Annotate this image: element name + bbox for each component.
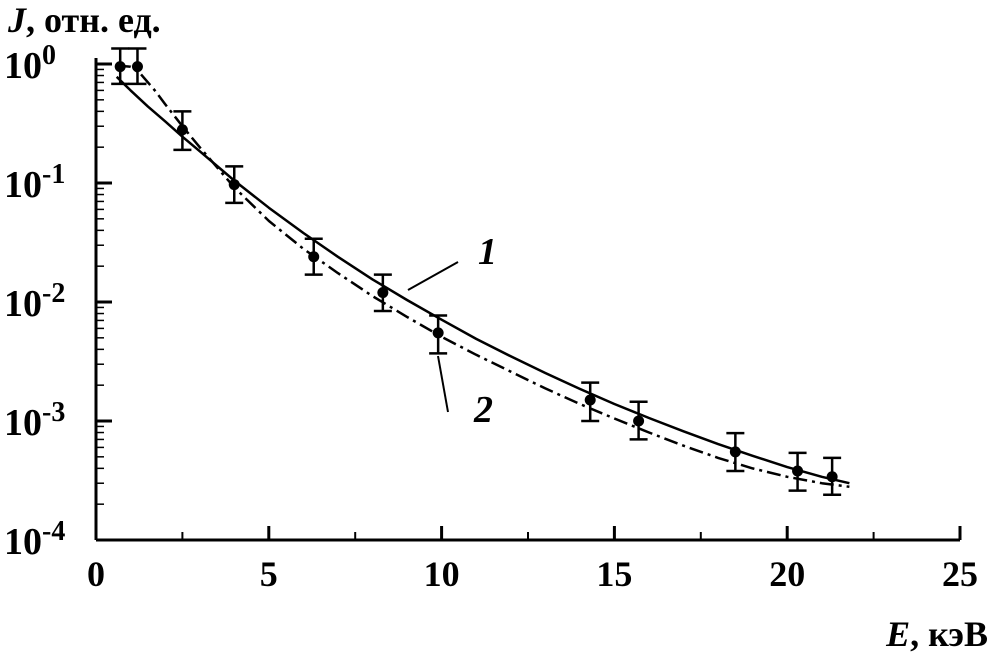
data-point — [377, 287, 389, 299]
x-axis-title: E, кэВ — [885, 614, 988, 654]
data-point — [228, 179, 240, 191]
data-point — [176, 124, 188, 136]
data-point — [114, 61, 126, 73]
y-tick-label: 10-1 — [4, 159, 65, 206]
y-tick-base: 10 — [4, 521, 42, 563]
y-tick-label: 100 — [4, 40, 56, 87]
y-axis-title: J, отн. ед. — [7, 0, 161, 40]
x-tick-label: 0 — [87, 554, 105, 594]
curve-2 — [116, 64, 850, 489]
y-tick-label: 10-2 — [4, 278, 65, 325]
data-point — [729, 446, 741, 458]
x-axis-symbol: E — [885, 614, 910, 654]
curve-1-label: 1 — [478, 231, 497, 273]
y-tick-base: 10 — [4, 45, 42, 87]
data-point — [633, 415, 645, 427]
data-point — [584, 394, 596, 406]
data-point — [432, 327, 444, 339]
y-tick-label: 10-4 — [4, 516, 65, 563]
x-tick-label: 20 — [769, 554, 805, 594]
curve-2-label: 2 — [473, 389, 493, 431]
x-tick-label: 10 — [424, 554, 460, 594]
data-points — [111, 47, 842, 497]
y-tick-exponent: -3 — [42, 397, 65, 428]
curve-2-leader — [437, 355, 449, 413]
data-point — [131, 61, 143, 73]
x-ticks: 0 5 10 15 20 25 — [87, 526, 978, 594]
y-tick-exponent: -2 — [42, 278, 65, 309]
y-tick-exponent: 0 — [42, 40, 56, 71]
x-tick-label: 5 — [260, 554, 278, 594]
x-axis-unit: , кэВ — [910, 614, 988, 654]
y-axis-unit: , отн. ед. — [26, 0, 161, 40]
y-tick-exponent: -4 — [42, 516, 65, 547]
x-tick-label: 15 — [596, 554, 632, 594]
y-axis-symbol: J — [7, 0, 27, 40]
axes — [94, 58, 960, 542]
data-point — [308, 251, 320, 263]
y-tick-label: 10-3 — [4, 397, 65, 444]
data-point — [826, 471, 838, 483]
y-tick-base: 10 — [4, 283, 42, 325]
y-tick-exponent: -1 — [42, 159, 65, 190]
curve-1-leader — [407, 261, 459, 291]
y-tick-base: 10 — [4, 164, 42, 206]
x-tick-label: 25 — [942, 554, 978, 594]
y-tick-base: 10 — [4, 402, 42, 444]
data-point — [792, 465, 804, 477]
